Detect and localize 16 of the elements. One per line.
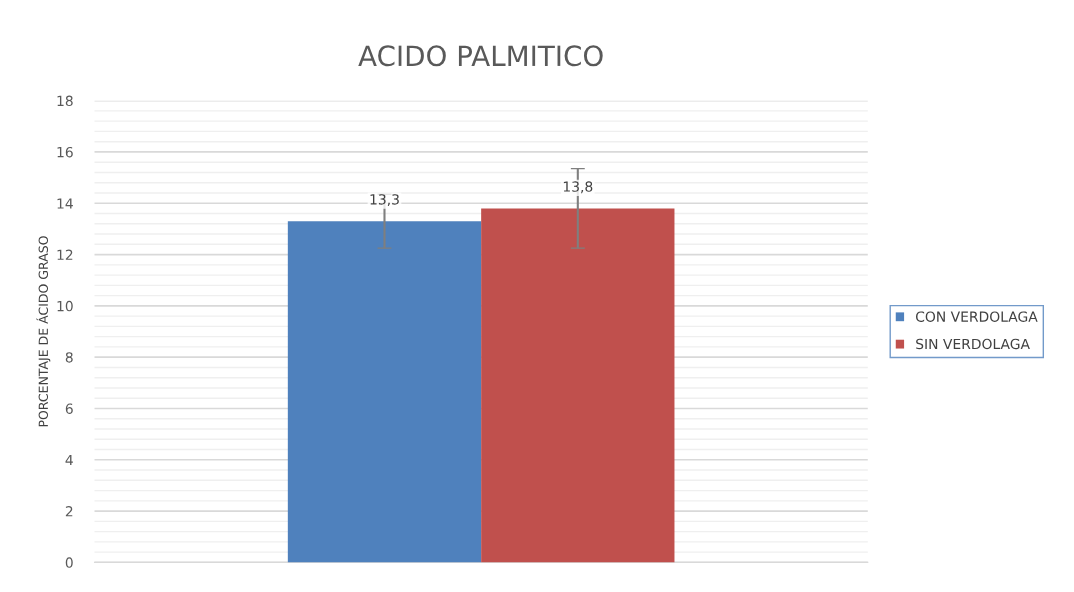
y-tick-label: 12 [57, 249, 73, 260]
y-tick-label: 18 [57, 95, 73, 107]
y-tick-label: 2 [65, 506, 73, 517]
y-tick-label: 0 [65, 557, 73, 568]
y-tick-label: 8 [65, 352, 73, 363]
y-tick-label: 10 [57, 300, 73, 312]
data-label: 13,8 [563, 181, 593, 194]
legend-label: CON VERDOLAGA [915, 311, 1038, 322]
data-label: 13,3 [370, 194, 399, 207]
y-tick-label: 14 [57, 198, 73, 209]
legend-label: SIN VERDOLAGA [916, 338, 1030, 350]
y-tick-label: 6 [65, 403, 73, 414]
y-axis-title: PORCENTAJE DE ÁCIDO GRASO [36, 236, 51, 427]
chart-title: ACIDO PALMITICO [358, 45, 603, 67]
y-tick-label: 16 [57, 146, 73, 158]
y-tick-label: 4 [65, 454, 73, 466]
